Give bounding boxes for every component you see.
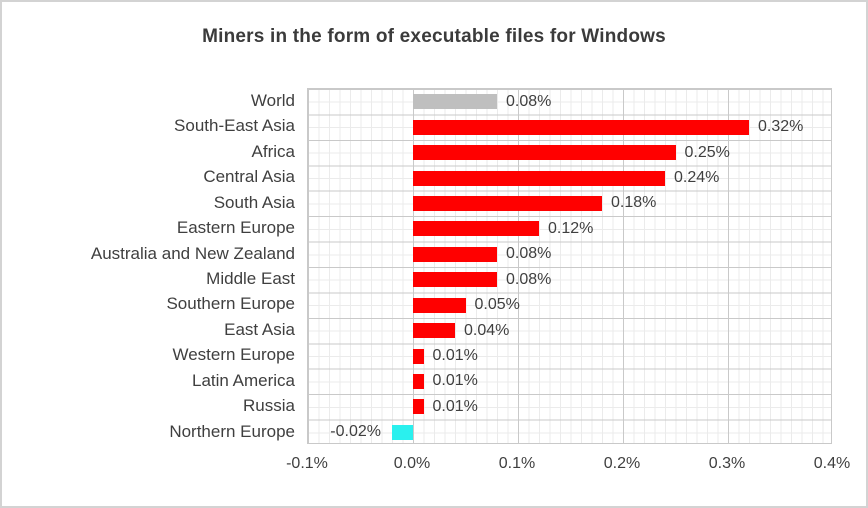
value-label-africa: 0.25% (684, 143, 730, 161)
value-axis: -0.1% 0.0% 0.1% 0.2% 0.3% 0.4% (286, 453, 850, 475)
category-label-southern-europe: Southern Europe (166, 294, 295, 314)
bar-russia (413, 399, 424, 415)
value-label-middle-east: 0.08% (506, 270, 552, 288)
bar-central-asia (413, 170, 665, 186)
bar-australia-and-new-zealand (413, 246, 497, 262)
bar-south-east-asia (413, 119, 749, 135)
value-label-south-asia: 0.18% (611, 194, 657, 212)
category-label-east-asia: East Asia (224, 319, 295, 339)
bar-south-asia (413, 195, 602, 211)
plot-area: 0.08% 0.32% 0.25% 0.24% 0.18% 0.12% 0.08% 0.08%… (307, 88, 832, 444)
bar-africa (413, 145, 676, 161)
value-label-south-east-asia: 0.32% (758, 118, 804, 136)
bar-western-europe (413, 348, 424, 364)
value-label-eastern-europe: 0.12% (548, 219, 594, 237)
x-tick-0-3: 0.3% (708, 455, 746, 472)
value-label-world: 0.08% (506, 92, 552, 110)
bar-eastern-europe (413, 221, 539, 237)
bar-southern-europe (413, 297, 466, 313)
category-label-africa: Africa (251, 141, 295, 161)
value-label-east-asia: 0.04% (464, 321, 510, 339)
bar-east-asia (413, 323, 455, 339)
category-label-south-asia: South Asia (213, 192, 295, 212)
value-label-western-europe: 0.01% (432, 347, 478, 364)
category-label-western-europe: Western Europe (172, 345, 295, 365)
bar-middle-east (413, 272, 497, 288)
category-label-northern-europe: Northern Europe (169, 421, 295, 441)
value-label-latin-america: 0.01% (432, 372, 478, 390)
value-label-northern-europe: -0.02% (330, 423, 381, 441)
value-label-central-asia: 0.24% (674, 169, 720, 186)
category-label-latin-america: Latin America (192, 370, 295, 390)
bar-world (413, 94, 497, 110)
x-tick-0-4: 0.4% (813, 455, 851, 472)
category-label-south-east-asia: South-East Asia (174, 116, 295, 136)
x-tick-0-0: 0.0% (393, 455, 431, 472)
bar-northern-europe (392, 424, 413, 440)
value-label-russia: 0.01% (432, 397, 478, 415)
chart-title: Miners in the form of executable files f… (202, 26, 666, 47)
category-label-central-asia: Central Asia (203, 167, 295, 187)
x-tick-0-1: 0.1% (498, 455, 536, 472)
category-label-australia-and-new-zealand: Australia and New Zealand (90, 243, 295, 263)
category-label-world: World (250, 91, 295, 110)
value-label-australia-and-new-zealand: 0.08% (506, 245, 552, 263)
value-label-southern-europe: 0.05% (474, 296, 520, 314)
bar-latin-america (413, 373, 424, 389)
category-axis: World South-East Asia Africa Central Asia So… (2, 88, 295, 444)
category-label-russia: Russia (243, 396, 295, 416)
x-tick-0-2: 0.2% (603, 455, 641, 472)
category-label-middle-east: Middle East (206, 269, 295, 288)
category-label-eastern-europe: Eastern Europe (176, 218, 295, 238)
x-tick-0-1: -0.1% (286, 455, 328, 472)
